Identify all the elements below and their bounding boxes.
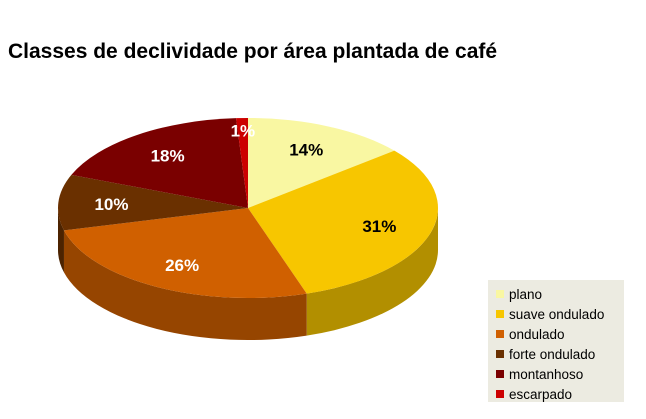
legend-item: forte ondulado <box>496 344 624 364</box>
legend-swatch <box>496 310 504 318</box>
legend-swatch <box>496 370 504 378</box>
legend-label: forte ondulado <box>509 346 596 362</box>
pie-slice-side-forte-ondulado <box>58 208 64 273</box>
data-label-suave-ondulado: 31% <box>362 217 396 236</box>
legend-label: ondulado <box>509 326 565 342</box>
data-label-montanhoso: 18% <box>151 147 185 166</box>
data-label-escarpado: 1% <box>231 122 256 141</box>
legend-swatch <box>496 390 504 398</box>
legend-item: escarpado <box>496 384 624 404</box>
data-label-forte-ondulado: 10% <box>94 195 128 214</box>
legend-label: montanhoso <box>509 366 584 382</box>
legend-item: plano <box>496 284 624 304</box>
legend-swatch <box>496 330 504 338</box>
pie-slice-escarpado <box>236 118 248 208</box>
pie-slice-montanhoso <box>71 118 248 208</box>
legend-item: suave ondulado <box>496 304 624 324</box>
pie-slice-plano <box>248 118 395 208</box>
legend-swatch <box>496 350 504 358</box>
legend: plano suave ondulado ondulado forte ondulad… <box>488 280 624 402</box>
pie-slice-ondulado <box>63 208 307 299</box>
pie-slice-side-ondulado <box>63 230 307 341</box>
data-label-plano: 14% <box>289 140 323 159</box>
legend-label: plano <box>509 286 543 302</box>
chart-title: Classes de declividade por área plantada… <box>8 40 498 63</box>
legend-item: ondulado <box>496 324 624 344</box>
pie-slice-side-suave-ondulado <box>306 208 439 336</box>
legend-item: montanhoso <box>496 364 624 384</box>
legend-swatch <box>496 290 504 298</box>
legend-label: escarpado <box>509 386 573 402</box>
pie-slice-forte-ondulado <box>58 174 248 231</box>
pie-slice-suave-ondulado <box>248 150 438 294</box>
legend-label: suave ondulado <box>509 306 605 322</box>
data-label-ondulado: 26% <box>165 256 199 275</box>
